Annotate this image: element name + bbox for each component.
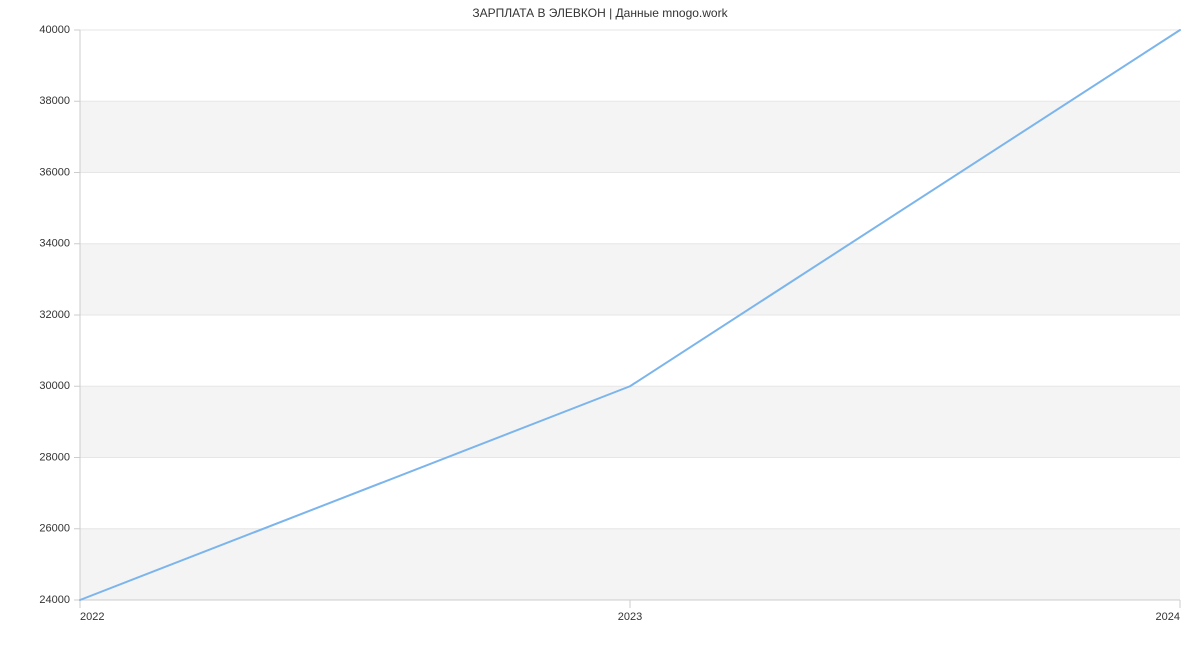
- x-tick-label: 2024: [1156, 611, 1180, 623]
- y-tick-label: 34000: [39, 238, 70, 250]
- y-tick-label: 24000: [39, 594, 70, 606]
- chart-container: ЗАРПЛАТА В ЭЛЕВКОН | Данные mnogo.work 2…: [0, 0, 1200, 650]
- chart-title: ЗАРПЛАТА В ЭЛЕВКОН | Данные mnogo.work: [0, 6, 1200, 20]
- y-tick-label: 26000: [39, 523, 70, 535]
- y-tick-label: 30000: [39, 380, 70, 392]
- x-tick-label: 2023: [618, 611, 642, 623]
- y-tick-label: 32000: [39, 309, 70, 321]
- y-tick-label: 36000: [39, 166, 70, 178]
- y-tick-label: 38000: [39, 95, 70, 107]
- y-tick-label: 40000: [39, 24, 70, 36]
- line-chart: 24000 26000 28000 30000 32000 34000 36000 38000…: [0, 0, 1200, 650]
- y-tick-label: 28000: [39, 451, 70, 463]
- x-tick-label: 2022: [80, 611, 104, 623]
